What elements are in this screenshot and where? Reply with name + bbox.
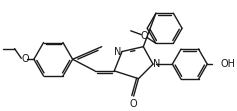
Text: OH: OH	[221, 59, 236, 69]
Text: N: N	[153, 59, 161, 69]
Text: O: O	[141, 31, 148, 41]
Text: O: O	[130, 99, 137, 109]
Text: N: N	[114, 47, 122, 56]
Text: O: O	[21, 54, 29, 64]
